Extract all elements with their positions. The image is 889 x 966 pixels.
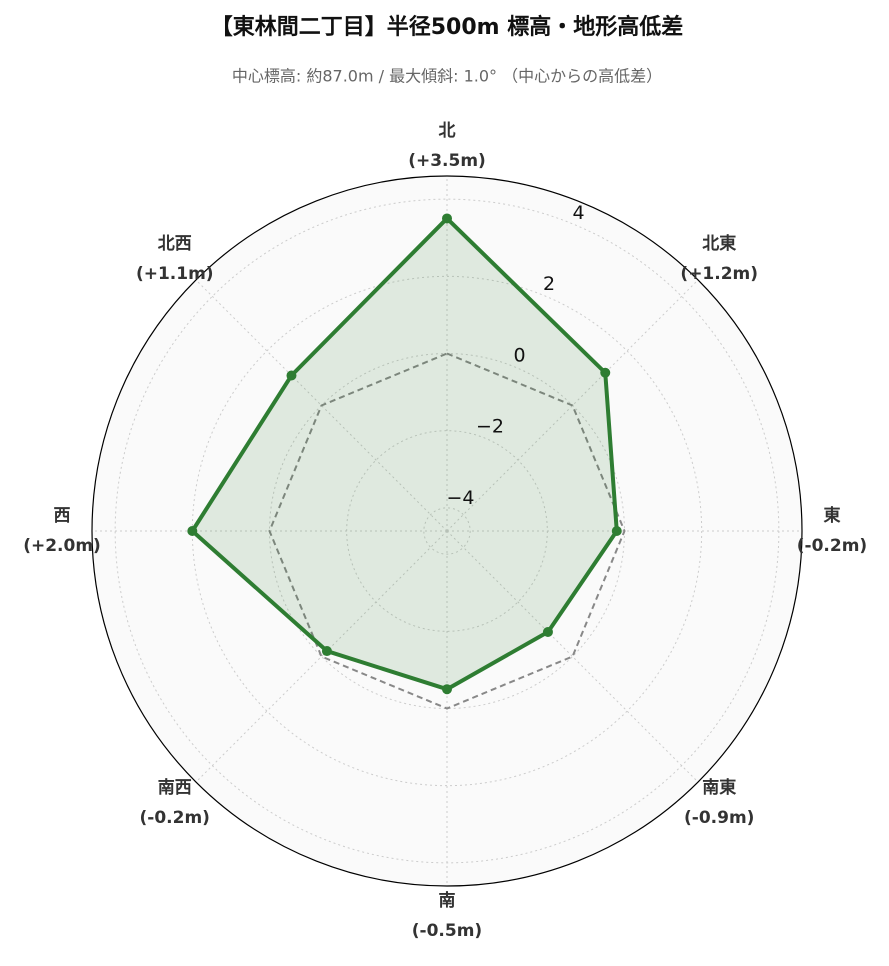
grid-spoke — [446, 279, 699, 532]
r-tick-label: 4 — [573, 202, 585, 224]
grid-circle — [423, 507, 471, 555]
data-point — [600, 367, 611, 378]
grid-spoke — [195, 530, 448, 783]
grid-spoke — [446, 530, 699, 783]
value-label: (+3.5m) — [408, 151, 486, 171]
data-point — [187, 526, 198, 536]
category-label: 北 — [439, 121, 456, 141]
category-label: 西 — [54, 506, 71, 526]
category-label: 南西 — [158, 777, 192, 798]
value-label: (-0.2m) — [140, 808, 210, 828]
category-label: 南 — [439, 890, 456, 911]
data-point — [321, 646, 332, 657]
r-tick-label: −2 — [476, 416, 504, 438]
value-label: (-0.9m) — [684, 808, 754, 828]
value-label: (-0.2m) — [797, 536, 867, 556]
value-label: (+1.1m) — [136, 264, 214, 284]
value-label: (+1.2m) — [680, 264, 758, 284]
grid-spoke — [195, 279, 448, 532]
category-label: 北西 — [158, 234, 192, 254]
value-label: (-0.5m) — [412, 921, 482, 941]
data-point — [611, 526, 622, 536]
data-point — [442, 213, 452, 224]
grid-circle — [191, 275, 703, 787]
data-point — [542, 626, 553, 637]
chart-subtitle: 中心標高: 約87.0m / 最大傾斜: 1.0° （中心からの高低差） — [232, 67, 662, 86]
data-point — [442, 684, 452, 695]
r-tick-label: 2 — [543, 273, 555, 295]
outer-circle — [91, 175, 803, 887]
category-label: 南東 — [702, 777, 736, 798]
value-label: (+2.0m) — [23, 536, 101, 556]
r-tick-label: 0 — [513, 344, 525, 366]
r-tick-label: −4 — [446, 487, 474, 509]
data-point — [286, 370, 297, 381]
category-label: 北東 — [702, 233, 736, 254]
chart-title: 【東林間二丁目】半径500m 標高・地形高低差 — [211, 14, 684, 40]
category-label: 東 — [824, 505, 841, 526]
reference-line — [268, 352, 626, 710]
